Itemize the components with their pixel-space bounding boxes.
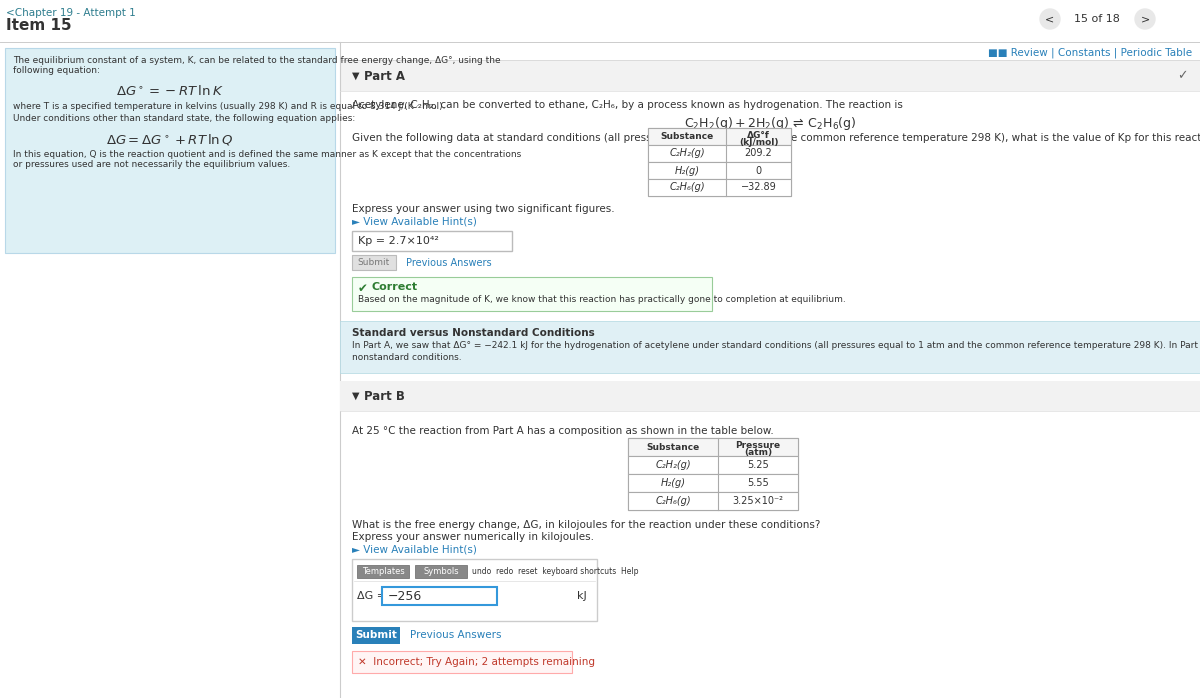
Text: 5.55: 5.55 xyxy=(748,478,769,488)
Text: following equation:: following equation: xyxy=(13,66,100,75)
Text: Templates: Templates xyxy=(361,567,404,576)
Text: undo  redo  reset  keyboard shortcuts  Help: undo redo reset keyboard shortcuts Help xyxy=(472,567,638,576)
Text: −256: −256 xyxy=(388,590,422,602)
FancyBboxPatch shape xyxy=(352,231,512,251)
Text: Express your answer numerically in kilojoules.: Express your answer numerically in kiloj… xyxy=(352,532,594,542)
Text: kJ: kJ xyxy=(577,591,587,601)
FancyBboxPatch shape xyxy=(648,145,791,162)
Text: C₂H₂(g): C₂H₂(g) xyxy=(670,149,704,158)
Text: ▼: ▼ xyxy=(352,71,360,81)
Text: ✔: ✔ xyxy=(358,282,368,295)
FancyBboxPatch shape xyxy=(352,277,712,311)
Text: Correct: Correct xyxy=(372,282,418,292)
FancyBboxPatch shape xyxy=(415,565,467,578)
Circle shape xyxy=(1040,9,1060,29)
Text: −32.89: −32.89 xyxy=(740,182,776,193)
Text: Given the following data at standard conditions (all pressures equal to 1 atm an: Given the following data at standard con… xyxy=(352,133,1200,143)
Text: 0: 0 xyxy=(756,165,762,175)
FancyBboxPatch shape xyxy=(340,321,1200,373)
FancyBboxPatch shape xyxy=(648,179,791,196)
FancyBboxPatch shape xyxy=(628,492,798,510)
FancyBboxPatch shape xyxy=(352,559,598,621)
Text: ■■ Review | Constants | Periodic Table: ■■ Review | Constants | Periodic Table xyxy=(988,48,1192,59)
Text: 3.25×10⁻²: 3.25×10⁻² xyxy=(732,496,784,506)
Text: Substance: Substance xyxy=(660,132,714,141)
Text: Pressure: Pressure xyxy=(736,441,780,450)
Text: Acetylene, C₂H₂, can be converted to ethane, C₂H₆, by a process known as hydroge: Acetylene, C₂H₂, can be converted to eth… xyxy=(352,100,902,110)
Text: Part A: Part A xyxy=(364,70,406,82)
Text: Previous Answers: Previous Answers xyxy=(406,258,492,267)
FancyBboxPatch shape xyxy=(340,61,1200,91)
Text: nonstandard conditions.: nonstandard conditions. xyxy=(352,353,462,362)
Text: Submit: Submit xyxy=(358,258,390,267)
FancyBboxPatch shape xyxy=(382,587,497,605)
FancyBboxPatch shape xyxy=(648,162,791,179)
Text: Submit: Submit xyxy=(355,630,397,641)
Text: C₂H₂(g): C₂H₂(g) xyxy=(655,460,691,470)
Circle shape xyxy=(1135,9,1154,29)
Text: ΔG°f: ΔG°f xyxy=(748,131,770,140)
Text: The equilibrium constant of a system, K, can be related to the standard free ene: The equilibrium constant of a system, K,… xyxy=(13,56,500,65)
Text: (atm): (atm) xyxy=(744,448,772,457)
Text: Based on the magnitude of K, we know that this reaction has practically gone to : Based on the magnitude of K, we know tha… xyxy=(358,295,846,304)
Text: Previous Answers: Previous Answers xyxy=(410,630,502,641)
FancyBboxPatch shape xyxy=(352,627,400,644)
Text: In Part A, we saw that ΔG° = −242.1 kJ for the hydrogenation of acetylene under : In Part A, we saw that ΔG° = −242.1 kJ f… xyxy=(352,341,1200,350)
Text: ► View Available Hint(s): ► View Available Hint(s) xyxy=(352,217,476,227)
Text: where T is a specified temperature in kelvins (usually 298 K) and R is equal to : where T is a specified temperature in ke… xyxy=(13,102,445,111)
Text: 5.25: 5.25 xyxy=(748,460,769,470)
Text: ✓: ✓ xyxy=(1177,70,1188,82)
Text: or pressures used are not necessarily the equilibrium values.: or pressures used are not necessarily th… xyxy=(13,160,290,169)
Text: C₂H₆(g): C₂H₆(g) xyxy=(670,182,704,193)
Text: $\Delta G = \Delta G^\circ + RT\,\ln Q$: $\Delta G = \Delta G^\circ + RT\,\ln Q$ xyxy=(107,132,234,147)
FancyBboxPatch shape xyxy=(628,438,798,456)
FancyBboxPatch shape xyxy=(352,651,572,673)
FancyBboxPatch shape xyxy=(628,438,798,510)
Text: Symbols: Symbols xyxy=(424,567,458,576)
Text: <: < xyxy=(1045,14,1055,24)
Text: (kJ/mol): (kJ/mol) xyxy=(739,138,779,147)
FancyBboxPatch shape xyxy=(5,48,335,253)
Text: ▼: ▼ xyxy=(352,391,360,401)
Text: Item 15: Item 15 xyxy=(6,18,72,33)
Text: 209.2: 209.2 xyxy=(745,149,773,158)
Text: What is the free energy change, ΔG, in kilojoules for the reaction under these c: What is the free energy change, ΔG, in k… xyxy=(352,520,821,530)
Text: C₂H₆(g): C₂H₆(g) xyxy=(655,496,691,506)
FancyBboxPatch shape xyxy=(340,411,1200,698)
FancyBboxPatch shape xyxy=(648,128,791,145)
Text: 15 of 18: 15 of 18 xyxy=(1074,14,1120,24)
FancyBboxPatch shape xyxy=(340,381,1200,411)
Text: $\mathrm{C_2H_2(g) + 2H_2(g)\, \rightleftharpoons\, C_2H_6(g)}$: $\mathrm{C_2H_2(g) + 2H_2(g)\, \rightlef… xyxy=(684,115,857,132)
Text: ► View Available Hint(s): ► View Available Hint(s) xyxy=(352,545,476,555)
FancyBboxPatch shape xyxy=(358,565,409,578)
Text: >: > xyxy=(1140,14,1150,24)
Text: Express your answer using two significant figures.: Express your answer using two significan… xyxy=(352,204,614,214)
Text: In this equation, Q is the reaction quotient and is defined the same manner as K: In this equation, Q is the reaction quot… xyxy=(13,150,521,159)
Text: H₂(g): H₂(g) xyxy=(660,478,685,488)
Text: Kp = 2.7×10⁴²: Kp = 2.7×10⁴² xyxy=(358,236,439,246)
FancyBboxPatch shape xyxy=(340,91,1200,351)
Text: $\Delta G^\circ = -RT\,\ln K$: $\Delta G^\circ = -RT\,\ln K$ xyxy=(116,84,224,98)
Text: At 25 °C the reaction from Part A has a composition as shown in the table below.: At 25 °C the reaction from Part A has a … xyxy=(352,426,774,436)
Text: ΔG =: ΔG = xyxy=(358,591,386,601)
FancyBboxPatch shape xyxy=(352,255,396,270)
FancyBboxPatch shape xyxy=(628,456,798,474)
Text: Part B: Part B xyxy=(364,389,404,403)
Text: <Chapter 19 - Attempt 1: <Chapter 19 - Attempt 1 xyxy=(6,8,136,18)
FancyBboxPatch shape xyxy=(628,474,798,492)
Text: Under conditions other than standard state, the following equation applies:: Under conditions other than standard sta… xyxy=(13,114,355,123)
FancyBboxPatch shape xyxy=(648,128,791,196)
Text: ✕  Incorrect; Try Again; 2 attempts remaining: ✕ Incorrect; Try Again; 2 attempts remai… xyxy=(358,657,595,667)
Text: Substance: Substance xyxy=(647,443,700,452)
Text: H₂(g): H₂(g) xyxy=(674,165,700,175)
Text: Standard versus Nonstandard Conditions: Standard versus Nonstandard Conditions xyxy=(352,328,595,338)
